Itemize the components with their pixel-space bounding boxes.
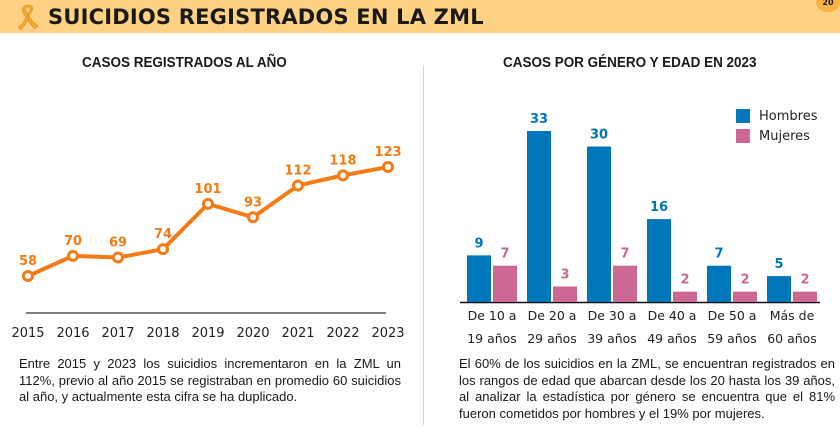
bar-label-mujeres: 7 [620, 247, 629, 262]
line-data-label: 74 [154, 227, 172, 242]
bar-hombres [767, 276, 791, 302]
line-data-label: 123 [374, 145, 401, 160]
line-data-label: 58 [19, 254, 37, 269]
x-tick-label: 2020 [236, 326, 269, 341]
bar-label-hombres: 5 [774, 257, 783, 272]
line-chart-title: CASOS REGISTRADOS AL AÑO [82, 55, 287, 71]
x-category-label: 60 años [767, 331, 817, 346]
bar-mujeres [553, 286, 577, 302]
page-number-badge: 20 [816, 0, 840, 12]
legend-label-hombres: Hombres [759, 108, 818, 124]
x-category-label: 39 años [587, 331, 637, 346]
line-data-label: 112 [284, 163, 311, 178]
bar-label-mujeres: 2 [680, 273, 689, 288]
line-data-label: 118 [329, 153, 356, 168]
bar-hombres [587, 146, 611, 302]
bar-label-mujeres: 3 [560, 267, 569, 282]
x-tick-label: 2015 [11, 326, 44, 341]
line-point [157, 243, 169, 256]
x-tick-label: 2023 [371, 326, 404, 341]
line-data-label: 101 [194, 182, 221, 197]
x-category-label: De 20 a [528, 308, 577, 323]
line-point [247, 211, 259, 224]
line-chart: 58 2015 70 2016 69 2017 74 2018 101 2019 93 2020 112… [11, 145, 404, 341]
line-chart-description: Entre 2015 y 2023 los suicidios incremen… [19, 356, 401, 404]
x-category-label: 59 años [707, 331, 757, 346]
x-category-label: De 30 a [588, 308, 637, 323]
x-category-label: De 40 a [648, 308, 697, 323]
panel-divider [423, 65, 424, 425]
line-point [382, 161, 394, 173]
x-category-label: De 10 a [468, 308, 517, 323]
x-tick-label: 2017 [101, 326, 134, 341]
x-category-label: 19 años [467, 331, 517, 346]
bar-mujeres [493, 265, 517, 302]
x-tick-label: 2019 [191, 326, 224, 341]
x-tick-label: 2022 [326, 326, 359, 341]
line-data-label: 93 [244, 195, 262, 210]
bar-label-hombres: 33 [530, 112, 548, 127]
bar-label-hombres: 9 [474, 236, 483, 251]
bar-label-hombres: 30 [590, 128, 608, 143]
line-point [292, 179, 304, 192]
x-tick-label: 2018 [146, 326, 179, 341]
line-point [67, 249, 79, 262]
x-category-label: De 50 a [708, 308, 757, 323]
bar-label-hombres: 16 [650, 200, 668, 215]
line-data-label: 70 [64, 234, 82, 249]
bar-label-mujeres: 7 [500, 247, 509, 262]
bar-chart-legend: Hombres Mujeres [736, 106, 817, 146]
bar-mujeres [673, 291, 697, 302]
bar-mujeres [793, 291, 817, 302]
x-tick-label: 2021 [281, 326, 314, 341]
bar-hombres [467, 255, 491, 302]
awareness-ribbon-icon [17, 4, 39, 31]
legend-swatch-mujeres [736, 129, 750, 143]
bar-label-mujeres: 2 [800, 273, 809, 288]
bar-chart-description: El 60% de los suicidios en la ZML, se en… [459, 356, 835, 421]
bar-hombres [647, 219, 671, 302]
line-point [112, 251, 124, 264]
x-tick-label: 2016 [56, 326, 89, 341]
bar-hombres [707, 265, 731, 302]
page-header: SUICIDIOS REGISTRADOS EN LA ZML 20 [0, 0, 840, 33]
x-category-label: 29 años [527, 331, 577, 346]
page-title: SUICIDIOS REGISTRADOS EN LA ZML [48, 5, 484, 29]
bar-label-hombres: 7 [714, 247, 723, 262]
legend-item-hombres: Hombres [736, 106, 817, 126]
bar-label-mujeres: 2 [740, 273, 749, 288]
legend-item-mujeres: Mujeres [736, 126, 817, 146]
legend-swatch-hombres [736, 109, 750, 123]
x-category-label: Más de [770, 308, 815, 323]
x-category-label: 49 años [647, 331, 697, 346]
legend-label-mujeres: Mujeres [759, 128, 810, 144]
line-point [22, 270, 34, 282]
line-point [337, 169, 349, 182]
bar-hombres [527, 131, 551, 302]
line-point [202, 197, 214, 210]
line-data-label: 69 [109, 236, 127, 251]
bar-mujeres [613, 265, 637, 302]
bar-chart-title: CASOS POR GÉNERO Y EDAD EN 2023 [503, 55, 757, 71]
bar-mujeres [733, 291, 757, 302]
